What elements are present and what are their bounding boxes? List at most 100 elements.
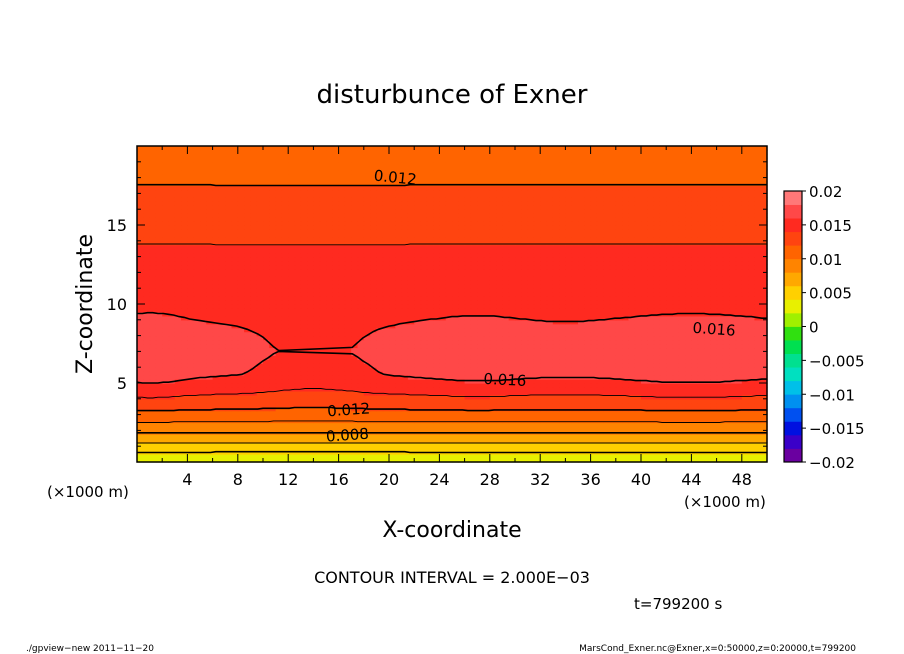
heat-cell [162, 323, 170, 329]
heat-cell [735, 311, 743, 317]
heat-cell [754, 292, 762, 297]
heat-cell [477, 292, 485, 297]
heat-cell [748, 390, 755, 396]
heat-cell [722, 264, 730, 270]
heat-cell [647, 280, 655, 285]
heat-cell [313, 339, 321, 345]
heat-cell [155, 434, 163, 439]
heat-cell [571, 402, 579, 408]
heat-cell [515, 331, 522, 337]
heat-cell [546, 288, 554, 293]
heat-cell [155, 323, 163, 329]
heat-cell [590, 343, 598, 349]
heat-cell [678, 292, 686, 297]
heat-cell [458, 383, 466, 388]
heat-cell [533, 280, 541, 285]
heat-cell [489, 264, 497, 270]
heat-cell [439, 304, 447, 309]
heat-cell [565, 268, 573, 273]
heat-cell [426, 311, 434, 317]
heat-cell [584, 410, 592, 416]
heat-cell [622, 390, 629, 396]
heat-cell [697, 426, 705, 431]
heat-cell [754, 410, 762, 416]
heat-cell [414, 319, 422, 325]
heat-cell [212, 300, 220, 305]
heat-cell [407, 304, 415, 309]
heat-cell [489, 351, 497, 356]
heat-cell [244, 331, 251, 337]
heat-cell [508, 363, 516, 368]
heat-cell [533, 307, 541, 313]
heat-cell [483, 406, 491, 412]
heat-cell [691, 339, 699, 345]
heat-cell [659, 284, 667, 289]
heat-cell [288, 343, 296, 349]
heat-cell [710, 343, 718, 349]
heat-cell [426, 331, 434, 337]
heat-cell [300, 335, 308, 341]
heat-cell [433, 359, 440, 364]
heat-cell [615, 442, 623, 447]
heat-cell [458, 406, 466, 412]
heat-cell [641, 410, 648, 416]
heat-cell [231, 414, 239, 420]
heat-cell [231, 379, 239, 384]
heat-cell [313, 375, 321, 380]
heat-cell [174, 284, 182, 289]
heat-cell [149, 351, 157, 356]
heat-cell [426, 406, 434, 412]
heat-cell [426, 379, 434, 384]
heat-cell [218, 300, 226, 305]
heat-cell [212, 367, 220, 372]
heat-cell [464, 296, 472, 301]
heat-cell [615, 406, 623, 412]
heat-cell [307, 292, 314, 297]
heat-cell [137, 331, 144, 337]
heat-cell [307, 414, 314, 420]
heat-cell [584, 331, 592, 337]
heat-cell [741, 394, 749, 400]
heat-cell [489, 315, 497, 321]
heat-cell [193, 307, 201, 313]
heat-cell [200, 363, 207, 368]
heat-cell [168, 284, 176, 289]
heat-cell [326, 442, 333, 447]
heat-cell [590, 359, 598, 364]
heat-cell [162, 327, 170, 333]
heat-cell [155, 410, 163, 416]
heat-cell [578, 406, 585, 412]
heat-cell [704, 363, 711, 368]
heat-cell [666, 434, 674, 439]
heat-cell [212, 304, 220, 309]
heat-cell [376, 383, 384, 388]
heat-cell [344, 454, 352, 459]
heat-cell [704, 414, 711, 420]
heat-cell [521, 458, 529, 463]
heat-cell [533, 367, 541, 372]
heat-cell [634, 331, 642, 337]
heat-cell [741, 363, 749, 368]
heat-cell [565, 331, 573, 337]
heat-cell [313, 343, 321, 349]
heat-cell [483, 355, 491, 360]
heat-cell [508, 367, 516, 372]
heat-cell [168, 418, 176, 424]
heat-cell [722, 363, 730, 368]
heat-cell [470, 347, 478, 352]
heat-cell [659, 379, 667, 384]
heat-cell [565, 458, 573, 463]
heat-cell [615, 284, 623, 289]
heat-cell [168, 307, 176, 313]
heat-cell [609, 458, 617, 463]
heat-cell [420, 288, 428, 293]
heat-cell [515, 311, 522, 317]
heat-cell [218, 307, 226, 313]
heat-cell [735, 442, 743, 447]
heat-cell [710, 339, 718, 345]
heat-cell [370, 351, 377, 356]
heat-cell [357, 311, 365, 317]
heat-cell [546, 359, 554, 364]
heat-cell [540, 367, 548, 372]
heat-cell [288, 351, 296, 356]
